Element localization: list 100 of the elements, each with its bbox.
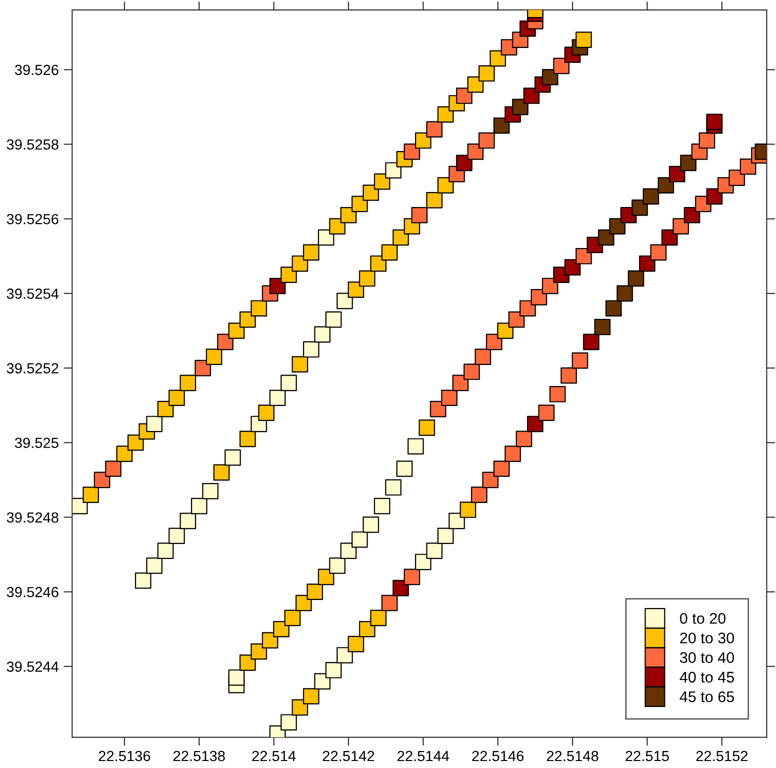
point xyxy=(258,404,274,421)
y-tick-label: 39.5254 xyxy=(6,288,59,299)
point xyxy=(642,188,660,205)
point xyxy=(672,218,689,234)
point xyxy=(180,512,196,530)
point xyxy=(168,528,185,544)
x-tick-label: 22.5136 xyxy=(98,750,150,762)
point xyxy=(280,374,297,392)
point xyxy=(728,170,745,186)
point xyxy=(302,341,320,358)
point xyxy=(358,270,376,287)
point xyxy=(706,114,723,130)
point xyxy=(706,188,723,205)
point xyxy=(273,620,290,638)
point xyxy=(616,285,633,302)
point xyxy=(134,572,152,589)
point xyxy=(385,162,402,179)
point xyxy=(426,121,443,138)
point xyxy=(168,390,185,406)
point xyxy=(325,311,342,328)
point xyxy=(404,568,420,586)
point xyxy=(146,416,162,432)
point xyxy=(370,255,387,272)
point xyxy=(202,482,218,500)
point xyxy=(370,610,387,626)
point xyxy=(157,542,174,559)
point xyxy=(358,620,376,638)
point xyxy=(668,166,686,182)
point xyxy=(553,58,570,74)
point xyxy=(280,714,297,731)
point xyxy=(740,158,756,175)
point xyxy=(306,584,324,600)
point xyxy=(314,326,331,343)
point xyxy=(392,229,409,246)
point xyxy=(628,270,644,287)
x-tick-label: 22.5138 xyxy=(174,750,225,762)
point xyxy=(426,542,443,559)
point xyxy=(213,464,230,481)
point xyxy=(549,386,566,402)
point xyxy=(460,502,476,518)
x-tick-label: 22.5144 xyxy=(398,750,450,762)
point xyxy=(374,498,390,514)
point xyxy=(146,558,162,574)
point xyxy=(490,50,506,67)
point xyxy=(82,486,99,504)
point xyxy=(325,662,342,678)
point xyxy=(340,206,357,224)
point xyxy=(576,248,592,264)
point xyxy=(105,460,122,477)
point xyxy=(658,177,674,194)
point xyxy=(471,486,488,504)
point xyxy=(426,192,443,208)
point xyxy=(250,643,268,660)
y-tick-label: 39.5246 xyxy=(6,586,58,598)
point xyxy=(520,300,536,317)
point xyxy=(493,117,510,134)
x-tick-label: 22.5152 xyxy=(696,750,748,762)
y-tick-label: 39.5258 xyxy=(6,139,58,150)
point xyxy=(352,531,368,548)
point xyxy=(224,449,241,466)
y-tick-label: 39.5244 xyxy=(6,662,59,672)
point xyxy=(650,244,667,261)
point xyxy=(381,594,398,612)
point xyxy=(314,673,331,690)
point xyxy=(408,438,424,455)
point xyxy=(441,390,458,406)
point xyxy=(464,364,480,380)
point xyxy=(418,420,436,436)
point xyxy=(240,430,256,448)
point xyxy=(583,334,600,350)
point xyxy=(280,266,297,283)
point xyxy=(194,360,212,376)
point xyxy=(482,472,499,488)
point xyxy=(206,348,222,366)
point xyxy=(456,154,472,172)
point xyxy=(680,154,696,172)
point xyxy=(448,512,465,530)
point xyxy=(385,479,402,496)
point xyxy=(632,199,648,216)
point xyxy=(329,558,346,574)
point xyxy=(269,390,286,406)
point xyxy=(478,65,495,82)
point xyxy=(523,88,540,104)
point xyxy=(478,132,495,149)
point xyxy=(396,460,413,477)
point xyxy=(542,68,558,86)
point xyxy=(302,244,320,261)
point xyxy=(348,282,364,298)
point xyxy=(467,144,484,160)
point xyxy=(609,218,626,234)
point xyxy=(504,446,521,462)
point xyxy=(594,318,611,336)
point xyxy=(538,404,555,421)
point xyxy=(530,289,548,306)
point xyxy=(348,636,364,652)
point xyxy=(336,292,353,310)
point xyxy=(516,430,532,448)
legend-label: 0 to 20 xyxy=(680,613,726,624)
point xyxy=(362,516,380,533)
point xyxy=(474,348,492,366)
